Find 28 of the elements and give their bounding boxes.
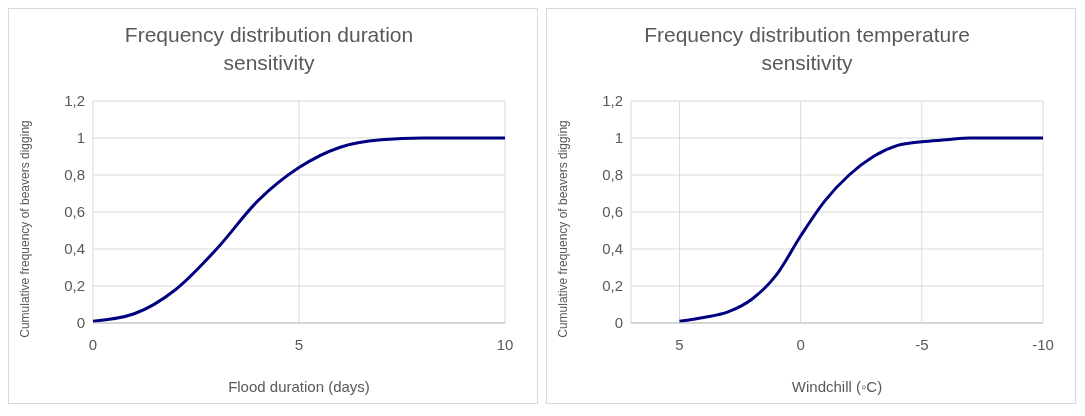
y-tick-label: 1,2 (64, 92, 85, 109)
y-tick-label: 0,6 (602, 203, 623, 220)
y-axis-title: Cumulative frequency of beavers digging (18, 120, 32, 338)
y-tick-label: 0,8 (64, 166, 85, 183)
x-axis-title: Windchill (◦C) (790, 378, 884, 395)
y-tick-label: 0,8 (602, 166, 623, 183)
y-tick-label: 0 (76, 314, 85, 331)
y-tick-label: 0,4 (602, 240, 623, 257)
y-tick-label: 0,2 (602, 277, 623, 294)
x-tick-label: 5 (675, 335, 684, 353)
x-tick-label: 0 (796, 335, 805, 353)
y-axis-title: Cumulative frequency of beavers digging (556, 120, 570, 338)
y-tick-label: 1,2 (602, 92, 623, 109)
x-tick-label: 5 (294, 335, 304, 353)
x-tick-label: 0 (88, 335, 98, 353)
chart-title: Frequency distribution temperature sensitivity (643, 22, 971, 76)
chart-title: Frequency distribution duration sensitivity (123, 22, 415, 76)
x-tick-label: 10 (496, 335, 514, 353)
x-tick-label: -5 (915, 335, 929, 353)
y-tick-label: 1 (614, 129, 623, 146)
y-tick-label: 0 (614, 314, 623, 331)
y-tick-label: 0,4 (64, 240, 85, 257)
y-tick-label: 1 (76, 129, 85, 146)
x-axis-title: Flood duration (days) (227, 378, 371, 395)
y-tick-label: 0,2 (64, 277, 85, 294)
line-series (677, 136, 1043, 323)
y-tick-label: 0,6 (64, 203, 85, 220)
x-tick-label: -10 (1032, 335, 1054, 353)
